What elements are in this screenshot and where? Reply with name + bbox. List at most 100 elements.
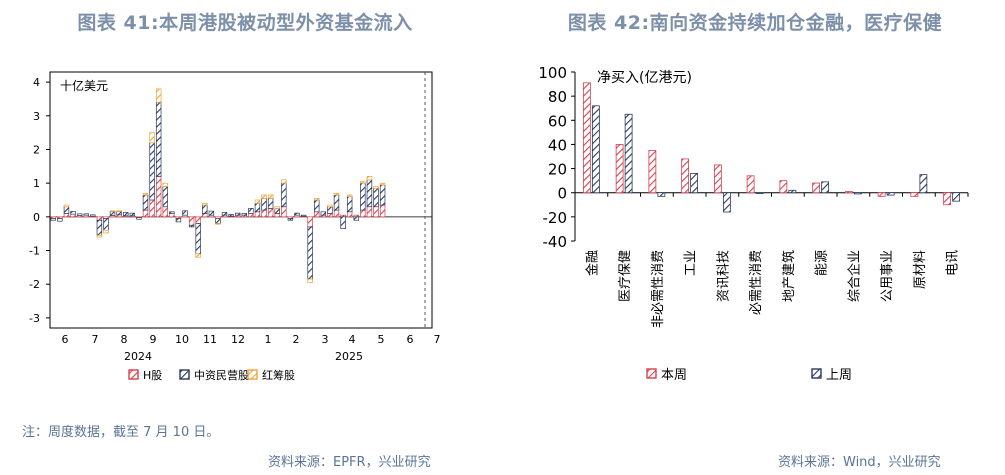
right-category-label: 金融 [584, 250, 600, 276]
left-legend-label: H股 [143, 369, 162, 382]
left-bar-segment [307, 216, 313, 228]
left-y-tick-label: 1 [33, 177, 40, 190]
right-category-label: 能源 [815, 250, 830, 276]
left-bar-segment [267, 197, 274, 209]
right-y-tick-label: -20 [543, 209, 568, 227]
left-bar-segment [109, 210, 116, 212]
right-bar [844, 191, 853, 194]
left-bar-segment [281, 182, 287, 208]
left-legend-label: 红筹股 [262, 368, 295, 382]
left-bar-segment [379, 182, 386, 186]
right-bar [755, 192, 764, 194]
left-bar-segment [169, 213, 175, 218]
left-legend-swatch [247, 369, 258, 380]
left-year-label: 2025 [335, 350, 363, 363]
left-x-tick-label: 1 [265, 333, 272, 346]
right-bar [657, 192, 666, 197]
right-bar [877, 192, 886, 197]
right-bar [952, 192, 961, 202]
left-bar-segment [366, 179, 373, 208]
left-bar-segment [221, 212, 228, 216]
left-x-tick-label: 11 [203, 333, 217, 346]
left-y-tick-label: 4 [33, 76, 40, 89]
left-bar-segment [175, 218, 182, 223]
left-bar-segment [248, 208, 254, 214]
left-bar-segment [307, 278, 313, 283]
left-bar-segment [149, 132, 155, 144]
left-bar-segment [314, 211, 320, 218]
left-x-tick-label: 10 [175, 333, 189, 346]
left-bar-segment [248, 213, 254, 218]
right-legend-swatch [811, 368, 822, 379]
left-bar-segment [294, 212, 300, 216]
right-legend-swatch [646, 368, 657, 379]
left-bar-segment [208, 210, 215, 216]
left-bar-segment [149, 199, 155, 218]
left-plot-frame [49, 71, 433, 329]
left-bar-segment [83, 213, 89, 216]
left-bar-segment [202, 213, 208, 218]
left-bar-segment [96, 216, 103, 221]
right-bar [713, 164, 722, 194]
left-bar-segment [162, 186, 168, 208]
left-bar-segment [162, 182, 168, 187]
left-unit-label: 十亿美元 [60, 78, 108, 93]
left-bar-segment [327, 204, 333, 208]
left-y-tick-label: -3 [29, 312, 40, 325]
right-category-label: 公用事业 [880, 250, 895, 302]
left-bar-segment [366, 206, 373, 218]
left-bar-segment [340, 216, 346, 229]
left-bar-segment [366, 176, 373, 181]
right-bar [746, 175, 755, 194]
right-category-label: 综合企业 [846, 250, 862, 302]
left-bar-segment [123, 212, 129, 217]
right-y-tick-label: 100 [538, 64, 567, 82]
left-x-tick-label: 7 [434, 333, 441, 346]
left-bar-segment [116, 211, 122, 216]
left-y-tick-label: -1 [29, 245, 40, 258]
left-bar-segment [155, 88, 162, 103]
left-bar-segment [70, 211, 76, 215]
left-bar-segment [287, 218, 294, 221]
left-bar-segment [346, 194, 353, 197]
right-y-tick-label: 80 [548, 88, 567, 106]
left-bar-segment [90, 214, 96, 217]
left-bar-segment [162, 206, 168, 218]
right-category-label: 电讯 [946, 250, 961, 276]
left-bar-segment [281, 206, 287, 218]
left-bar-segment [202, 204, 208, 214]
right-bar [582, 82, 591, 194]
right-category-label: 原材料 [913, 250, 928, 289]
left-bar-segment [215, 218, 221, 224]
left-bar-segment [333, 192, 340, 196]
left-x-tick-label: 3 [322, 333, 329, 346]
left-bar-segment [195, 223, 201, 255]
right-unit-label: 净买入(亿港元) [597, 70, 692, 86]
right-bar [943, 192, 952, 206]
right-bar [821, 181, 830, 194]
left-bar-segment [360, 209, 366, 218]
left-bar-segment [327, 213, 333, 218]
left-bar-segment [142, 194, 149, 211]
right-legend-label: 本周 [661, 368, 687, 383]
right-y-tick-label: 20 [548, 161, 567, 179]
left-bar-segment [228, 214, 234, 217]
right-bar [690, 172, 699, 194]
right-y-tick-label: 60 [548, 112, 567, 130]
left-bar-segment [373, 186, 379, 189]
right-category-label: 资讯科技 [716, 250, 731, 302]
left-bar-segment [76, 213, 83, 216]
left-bar-segment [109, 211, 116, 216]
left-bar-segment [234, 212, 241, 216]
left-bar-segment [188, 224, 195, 228]
right-chart-source: 资料来源：Wind，兴业研究 [778, 455, 941, 470]
right-bar [681, 158, 690, 194]
left-bar-segment [267, 194, 274, 199]
left-x-tick-label: 6 [407, 333, 414, 346]
right-bar [648, 150, 657, 194]
left-x-tick-label: 2 [293, 333, 300, 346]
left-bar-segment [103, 229, 109, 234]
left-bar-segment [314, 197, 320, 201]
left-bar-segment [149, 142, 155, 201]
